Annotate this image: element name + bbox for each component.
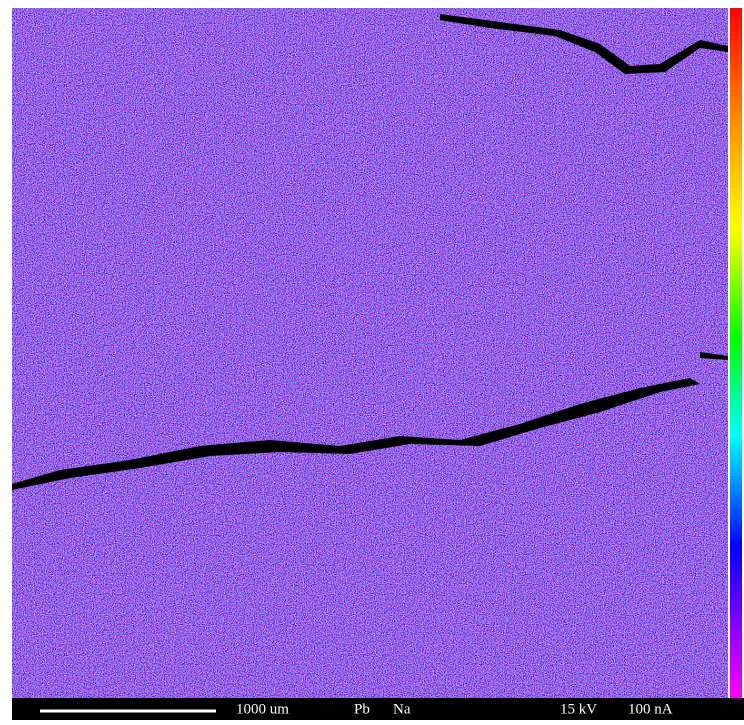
current-label: 100 nA bbox=[628, 701, 673, 717]
voltage-label: 15 kV bbox=[560, 701, 597, 717]
element-label: Na bbox=[393, 701, 411, 717]
element-label: Pb bbox=[354, 701, 370, 717]
info-bar bbox=[12, 698, 744, 720]
crack bbox=[440, 14, 728, 74]
crack bbox=[700, 352, 728, 360]
scale-label: 1000 um bbox=[236, 701, 289, 717]
element-map bbox=[12, 8, 728, 698]
color-scale bbox=[730, 8, 742, 698]
